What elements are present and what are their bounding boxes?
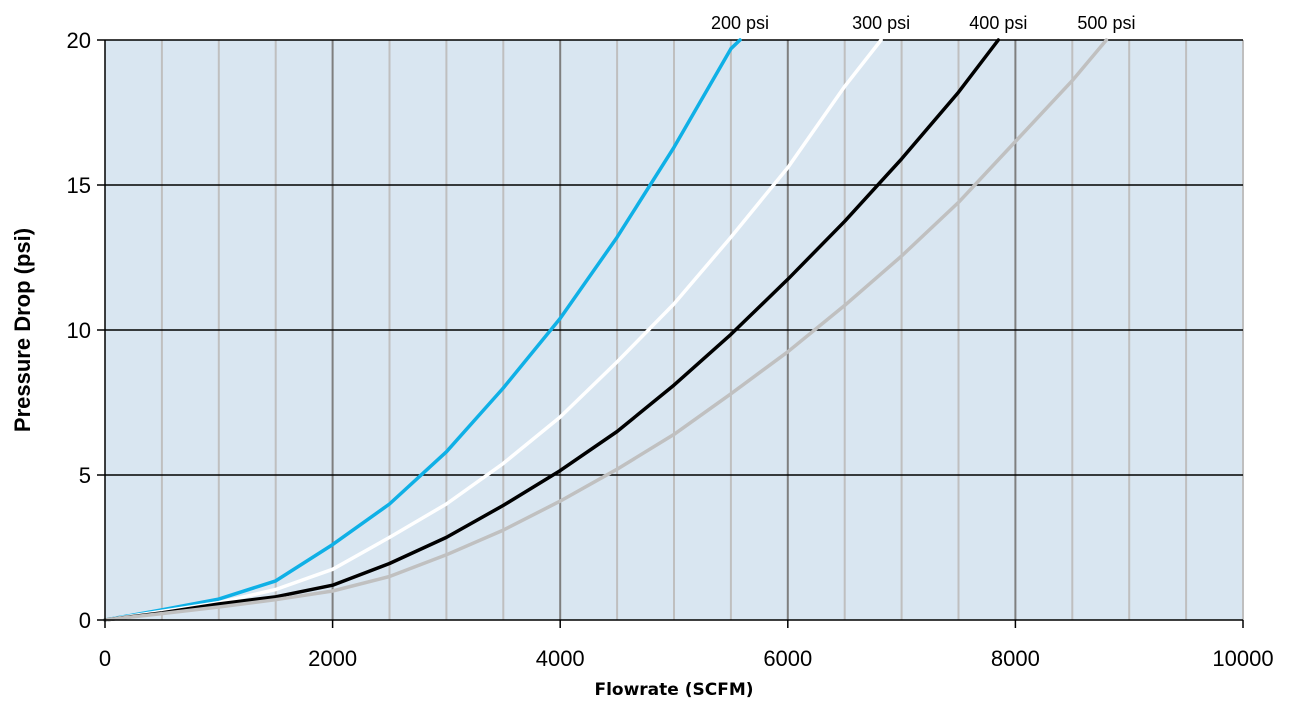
x-axis-title: Flowrate (SCFM) [594,680,753,700]
series-line-300-psi [103,38,883,622]
y-axis-title: Pressure Drop (psi) [10,228,35,432]
y-tick-label: 15 [67,173,91,198]
grid-layer [105,39,1244,620]
x-tick-label: 0 [99,646,111,671]
y-tick-label: 0 [79,608,91,633]
series-line-500-psi [103,38,1109,622]
y-tick-label: 20 [67,28,91,53]
series-label-300-psi: 300 psi [852,13,910,33]
y-tick-label: 10 [67,318,91,343]
series-label-400-psi: 400 psi [969,13,1027,33]
x-tick-label: 10000 [1212,646,1273,671]
x-tick-label: 8000 [991,646,1040,671]
series-line-400-psi [103,38,1001,622]
series-label-500-psi: 500 psi [1077,13,1135,33]
label-layer: 0 5 10 15 20 0 2000 4000 6000 8000 10000 200 psi 300… [67,13,1274,671]
series-layer [103,38,1109,622]
x-tick-label: 6000 [763,646,812,671]
series-label-200-psi: 200 psi [711,13,769,33]
x-tick-label: 2000 [308,646,357,671]
y-tick-label: 5 [79,463,91,488]
axis-layer [97,39,1244,628]
x-tick-label: 4000 [536,646,585,671]
series-line-200-psi [103,38,742,622]
